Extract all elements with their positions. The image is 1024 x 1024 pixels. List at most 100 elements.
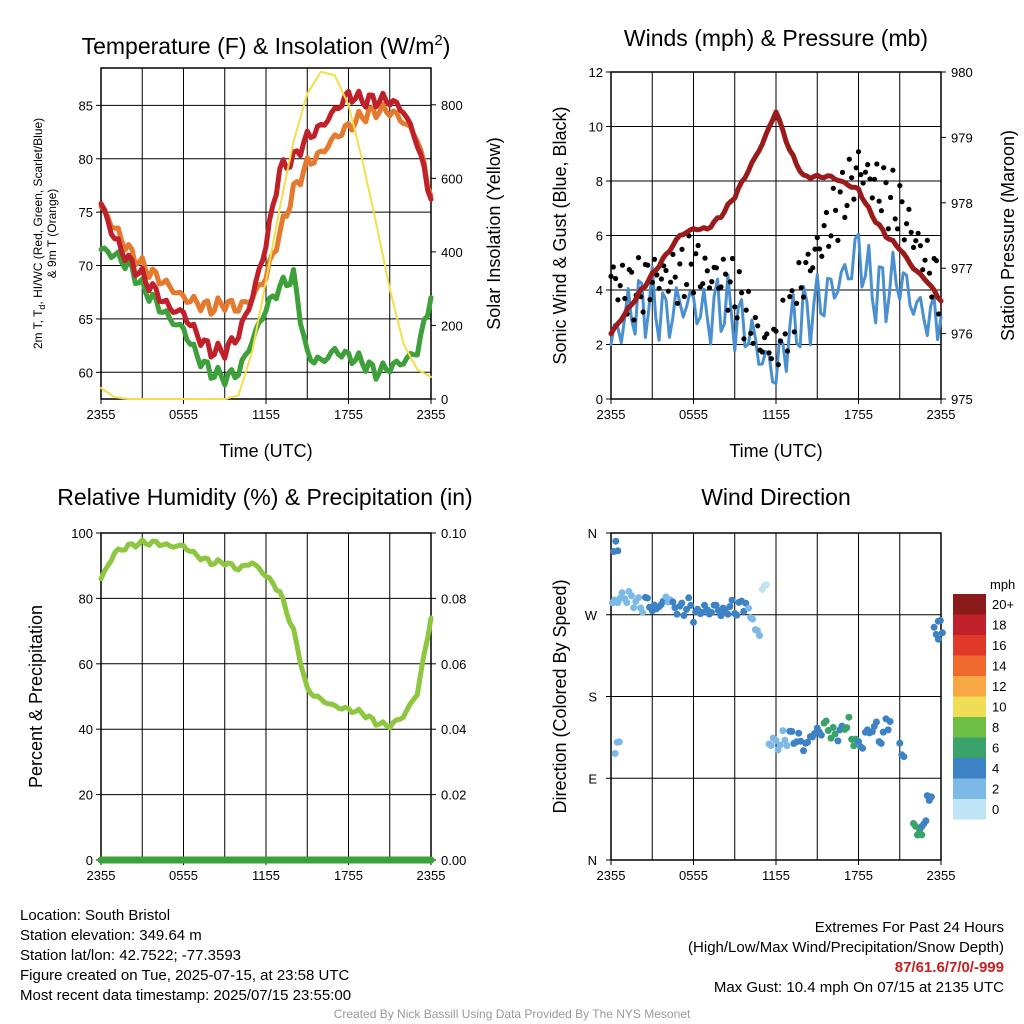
speed-legend-label: 14 (992, 659, 1006, 674)
direction-point (927, 793, 935, 801)
y2-tick-label-3: 0.06 (441, 657, 466, 672)
y2-tick-label-5: 980 (951, 65, 973, 80)
extremes-info: Extremes For Past 24 Hours (High/Low/Max… (688, 918, 1004, 998)
gust-point (704, 268, 710, 274)
humidity-series-0 (98, 537, 434, 731)
temperature-x-axis-label: Time (UTC) (219, 441, 312, 461)
extremes-values: 87/61.6/7/0/-999 (894, 959, 1004, 976)
direction-point (834, 737, 842, 745)
gust-point (833, 207, 839, 213)
gust-point (693, 251, 699, 257)
gust-point (915, 230, 921, 236)
x-tick-label-3: 1755 (844, 868, 873, 883)
y2-tick-label-3: 600 (441, 171, 463, 186)
gust-point (862, 169, 869, 175)
gust-point (613, 275, 619, 282)
gust-point (851, 196, 857, 202)
title-main: Temperature (F) & Insolation (W/m (82, 33, 435, 59)
speed-legend-swatch (953, 594, 986, 615)
y-tick-label-2: 4 (596, 283, 603, 298)
y2-tick-label-1: 976 (951, 327, 973, 342)
gust-point (734, 315, 740, 321)
direction-point (630, 604, 638, 612)
gust-point (700, 281, 706, 287)
direction-point (678, 599, 686, 607)
x-tick-label-2: 1155 (252, 868, 280, 883)
direction-point (628, 592, 636, 600)
direction-point (614, 547, 622, 555)
gust-point (904, 221, 910, 227)
temperature-series-2 (98, 88, 434, 361)
direction-point (922, 817, 930, 825)
x-tick-label-2: 1155 (762, 407, 790, 422)
credit-line: Created By Nick Bassill Using Data Provi… (333, 1007, 691, 1021)
gust-point (631, 317, 637, 323)
gust-point (755, 323, 761, 329)
direction-point (623, 599, 631, 607)
gust-point (805, 251, 811, 257)
gust-point (858, 172, 864, 178)
created-line: Figure created on Tue, 2025-07-15, at 23… (20, 967, 350, 984)
direction-point (804, 738, 812, 746)
gust-point (739, 290, 745, 296)
wind-direction-chart-title: Wind Direction (701, 484, 851, 510)
gust-point (846, 156, 852, 162)
gust-point (768, 356, 775, 362)
gust-point (853, 165, 859, 171)
gust-point (819, 253, 825, 259)
speed-legend-swatch (953, 676, 986, 697)
gust-point (874, 161, 880, 167)
direction-point (635, 594, 642, 602)
gust-point (780, 297, 786, 303)
direction-point (728, 596, 736, 604)
gust-point (842, 214, 848, 220)
temperature-y-axis-label: 2m T, Td, HI/WC (Red, Green, Scarlet/Blu… (31, 118, 59, 349)
speed-legend-label: 2 (992, 782, 999, 797)
gust-point (656, 285, 662, 291)
gust-point (906, 206, 912, 212)
gust-point (826, 243, 832, 249)
direction-point (788, 728, 796, 735)
speed-legend-swatch (953, 737, 986, 758)
direction-point (822, 717, 830, 725)
speed-legend-label: 18 (992, 618, 1006, 633)
gust-point (720, 256, 726, 262)
gust-points (608, 149, 942, 368)
temperature-series-3 (100, 70, 432, 400)
speed-legend-label: 16 (992, 638, 1006, 653)
temperature-y-axis-label-line2: & 9m T (Orange) (45, 189, 59, 279)
temperature-series-1 (98, 245, 434, 388)
direction-point (612, 537, 620, 545)
gust-point (619, 262, 626, 268)
label-part-b: d (37, 305, 47, 310)
y-tick-label-3: 75 (79, 205, 93, 220)
gust-point (929, 294, 935, 300)
gust-point (894, 226, 901, 232)
direction-point (733, 611, 741, 619)
gust-point (759, 349, 765, 355)
gust-point (725, 307, 731, 313)
gust-point (752, 314, 759, 321)
direction-point (886, 718, 894, 725)
gust-point (798, 285, 804, 291)
speed-legend-label: 0 (992, 802, 999, 817)
speed-legend-label: 12 (992, 679, 1006, 694)
gust-point (727, 279, 733, 285)
direction-point (669, 598, 677, 606)
gust-point (640, 309, 646, 315)
gust-point (750, 340, 756, 346)
gust-point (796, 260, 802, 266)
y2-tick-label-1: 200 (441, 318, 463, 333)
gust-point (736, 269, 742, 275)
gust-point (885, 226, 891, 232)
gust-point (920, 267, 926, 273)
y2-tick-label-1: 0.02 (441, 788, 466, 803)
gust-point (629, 269, 635, 275)
gust-point (775, 362, 781, 368)
gust-point (897, 183, 903, 189)
speed-legend-label: 6 (992, 741, 999, 756)
gust-point (888, 194, 894, 201)
gust-point (732, 304, 738, 310)
humidity-chart: Relative Humidity (%) & Precipitation (i… (26, 484, 473, 883)
gust-point (871, 176, 878, 182)
